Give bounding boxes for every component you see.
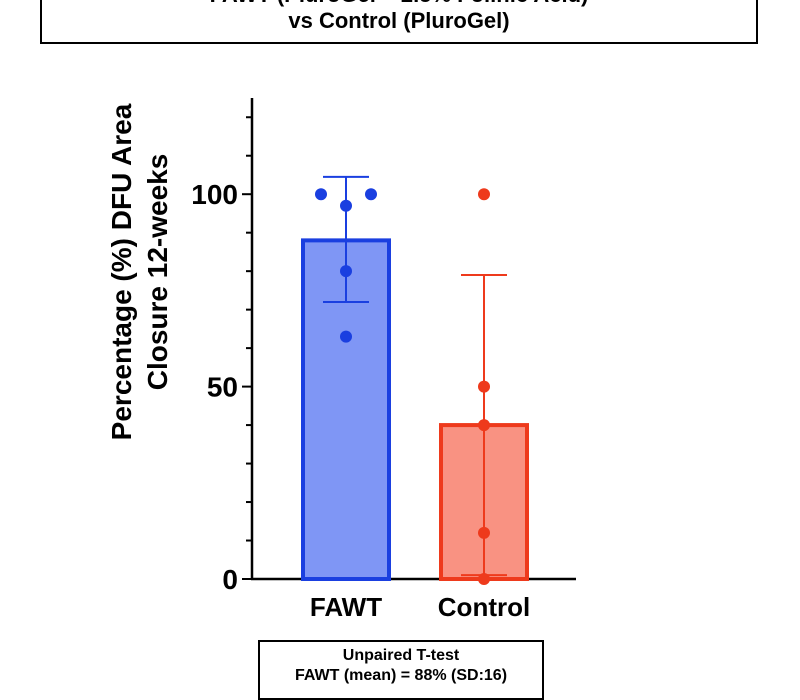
x-tick-label-control: Control [438,592,530,622]
y-tick-label: 50 [207,372,238,403]
stats-test-name: Unpaired T-test [342,647,460,664]
y-tick-label: 0 [222,564,238,595]
y-tick-label: 100 [191,179,238,210]
chart-title-box: FAWT (PluroGel + 2.5% Folinic Acid) vs C… [40,0,758,44]
x-tick-label-fawt: FAWT [310,592,382,622]
chart-title-line1: FAWT (PluroGel + 2.5% Folinic Acid) [42,0,756,8]
data-point-control [478,188,490,201]
y-axis-label-line2: Closure 12-weeks [142,154,173,391]
y-axis-label-line1: Percentage (%) DFU Area [106,103,137,440]
data-point-fawt [340,265,352,278]
y-axis-title: Percentage (%) DFU Area Closure 12-weeks [106,103,173,440]
plot-area: 0 50 100 FAWT Control [191,98,576,622]
data-point-control [478,419,490,432]
statistics-box: Unpaired T-test FAWT (mean) = 88% (SD:16… [258,640,544,700]
data-point-fawt [315,188,327,201]
data-point-fawt [340,199,352,212]
data-point-control [478,526,490,539]
chart-title-line2: vs Control (PluroGel) [288,8,510,33]
bar-chart: Percentage (%) DFU Area Closure 12-weeks… [106,98,576,622]
data-point-control [478,573,490,585]
data-point-fawt [365,188,377,201]
data-point-fawt [340,330,352,343]
data-point-control [478,380,490,393]
stats-fawt-mean: FAWT (mean) = 88% (SD:16) [294,667,508,684]
